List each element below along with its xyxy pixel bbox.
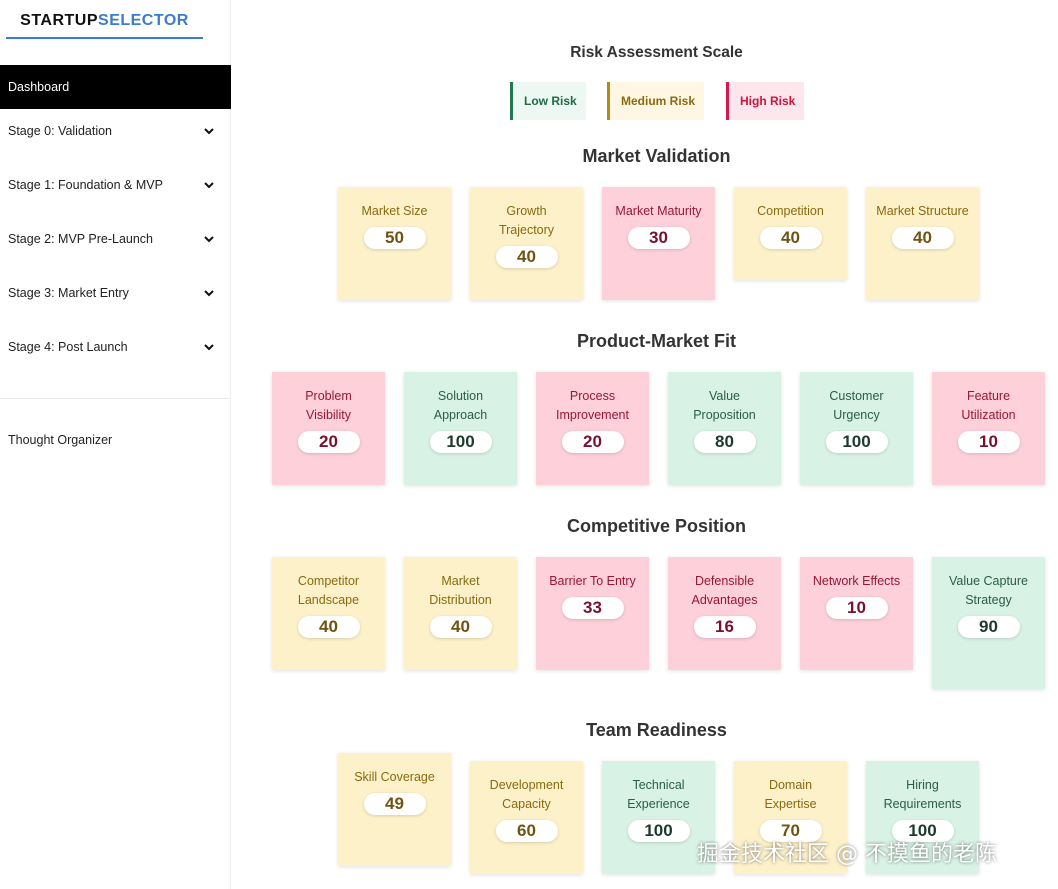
card-label: Market Size bbox=[361, 204, 428, 218]
nav-item-label: Stage 3: Market Entry bbox=[8, 286, 129, 300]
nav-item-stage-4[interactable]: Stage 4: Post Launch bbox=[0, 327, 231, 367]
nav-item-stage-1[interactable]: Stage 1: Foundation & MVP bbox=[0, 165, 231, 205]
score-card-value-proposition[interactable]: Value Proposition 80 bbox=[668, 372, 781, 485]
card-score: 100 bbox=[627, 820, 690, 842]
card-label: Value Capture Strategy bbox=[949, 574, 1028, 607]
section-title: Product-Market Fit bbox=[576, 331, 736, 351]
nav-item-label: Stage 1: Foundation & MVP bbox=[8, 178, 163, 192]
chevron-down-icon bbox=[204, 182, 214, 189]
card-score: 10 bbox=[825, 597, 888, 619]
card-score: 70 bbox=[759, 820, 822, 842]
score-card-market-maturity[interactable]: Market Maturity 30 bbox=[602, 187, 715, 300]
score-card-skill-coverage[interactable]: Skill Coverage 49 bbox=[338, 753, 451, 866]
card-label: Market Maturity bbox=[615, 204, 702, 218]
card-label: Growth Trajectory bbox=[498, 204, 555, 237]
score-card-barrier-to-entry[interactable]: Barrier To Entry 33 bbox=[536, 557, 649, 670]
card-label: Feature Utilization bbox=[961, 389, 1016, 422]
card-score: 40 bbox=[891, 227, 954, 249]
card-label: Process Improvement bbox=[556, 389, 629, 422]
score-card-feature-utilization[interactable]: Feature Utilization 10 bbox=[932, 372, 1045, 485]
card-score: 20 bbox=[297, 431, 360, 453]
card-score: 20 bbox=[561, 431, 624, 453]
score-card-development-capacity[interactable]: Development Capacity 60 bbox=[470, 761, 583, 874]
score-card-value-capture-strategy[interactable]: Value Capture Strategy 90 bbox=[932, 557, 1045, 689]
nav-item-label: Stage 4: Post Launch bbox=[8, 340, 128, 354]
watermark: 掘金技术社区 @ 不摸鱼的老陈 bbox=[697, 842, 997, 867]
score-card-process-improvement[interactable]: Process Improvement 20 bbox=[536, 372, 649, 485]
chevron-down-icon bbox=[204, 344, 214, 351]
card-score: 16 bbox=[693, 616, 756, 638]
score-card-hiring-requirements[interactable]: Hiring Requirements 100 bbox=[866, 761, 979, 874]
dashboard-main: Risk Assessment Scale Low Risk Medium Ri… bbox=[255, 0, 1058, 889]
score-card-problem-visibility[interactable]: Problem Visibility 20 bbox=[272, 372, 385, 485]
card-score: 10 bbox=[957, 431, 1020, 453]
card-label: Market Distribution bbox=[429, 574, 492, 607]
chevron-down-icon bbox=[204, 290, 214, 297]
nav-item-label: Stage 0: Validation bbox=[8, 124, 113, 138]
nav-item-stage-2[interactable]: Stage 2: MVP Pre-Launch bbox=[0, 219, 231, 259]
card-label: Market Structure bbox=[876, 204, 969, 218]
chevron-down-icon bbox=[204, 236, 214, 243]
card-label: Defensible Advantages bbox=[691, 574, 758, 607]
nav-item-label: Stage 2: MVP Pre-Launch bbox=[8, 232, 153, 246]
score-card-competition[interactable]: Competition 40 bbox=[734, 187, 847, 280]
card-label: Network Effects bbox=[812, 574, 901, 588]
card-score: 40 bbox=[495, 246, 558, 268]
card-score: 33 bbox=[561, 597, 624, 619]
logo-part-2: SELECTOR bbox=[98, 12, 189, 29]
card-label: Customer Urgency bbox=[829, 389, 884, 422]
logo-part-1: STARTUP bbox=[20, 12, 99, 29]
card-label: Skill Coverage bbox=[354, 770, 435, 784]
card-label: Hiring Requirements bbox=[883, 778, 962, 811]
card-label: Barrier To Entry bbox=[549, 574, 636, 588]
card-label: Domain Expertise bbox=[764, 778, 817, 811]
low-risk-chip: Low Risk bbox=[510, 82, 586, 120]
risk-scale-title: Risk Assessment Scale bbox=[570, 44, 743, 61]
medium-risk-chip: Medium Risk bbox=[607, 82, 704, 120]
section-title: Competitive Position bbox=[566, 516, 746, 536]
card-label: Development Capacity bbox=[489, 778, 564, 811]
card-label: Competitor Landscape bbox=[297, 574, 360, 607]
sidebar: STARTUPSELECTOR Dashboard Stage 0: Valid… bbox=[0, 0, 231, 889]
score-card-defensible-advantages[interactable]: Defensible Advantages 16 bbox=[668, 557, 781, 670]
score-card-domain-expertise[interactable]: Domain Expertise 70 bbox=[734, 761, 847, 874]
card-score: 49 bbox=[363, 793, 426, 815]
score-card-competitor-landscape[interactable]: Competitor Landscape 40 bbox=[272, 557, 385, 670]
logo[interactable]: STARTUPSELECTOR bbox=[6, 8, 203, 39]
score-card-market-distribution[interactable]: Market Distribution 40 bbox=[404, 557, 517, 670]
score-card-technical-experience[interactable]: Technical Experience 100 bbox=[602, 761, 715, 874]
card-score: 30 bbox=[627, 227, 690, 249]
high-risk-chip: High Risk bbox=[726, 82, 804, 120]
card-score: 100 bbox=[891, 820, 954, 842]
score-card-customer-urgency[interactable]: Customer Urgency 100 bbox=[800, 372, 913, 485]
section-title: Market Validation bbox=[582, 146, 731, 166]
score-card-growth-trajectory[interactable]: Growth Trajectory 40 bbox=[470, 187, 583, 300]
card-label: Problem Visibility bbox=[305, 389, 352, 422]
card-score: 50 bbox=[363, 227, 426, 249]
card-score: 40 bbox=[429, 616, 492, 638]
card-score: 60 bbox=[495, 820, 558, 842]
nav-item-thought-organizer[interactable]: Thought Organizer bbox=[8, 433, 113, 447]
score-card-network-effects[interactable]: Network Effects 10 bbox=[800, 557, 913, 670]
nav-item-stage-0[interactable]: Stage 0: Validation bbox=[0, 111, 231, 151]
chevron-down-icon bbox=[204, 128, 214, 135]
card-score: 80 bbox=[693, 431, 756, 453]
nav-item-dashboard[interactable]: Dashboard bbox=[0, 65, 231, 109]
card-label: Value Proposition bbox=[693, 389, 756, 422]
card-label: Solution Approach bbox=[433, 389, 488, 422]
sidebar-divider bbox=[0, 398, 231, 399]
card-label: Competition bbox=[757, 204, 824, 218]
card-score: 90 bbox=[957, 616, 1020, 638]
section-title: Team Readiness bbox=[586, 720, 727, 740]
score-card-market-size[interactable]: Market Size 50 bbox=[338, 187, 451, 300]
card-score: 100 bbox=[429, 431, 492, 453]
score-card-market-structure[interactable]: Market Structure 40 bbox=[866, 187, 979, 300]
score-card-solution-approach[interactable]: Solution Approach 100 bbox=[404, 372, 517, 485]
card-score: 100 bbox=[825, 431, 888, 453]
nav-item-stage-3[interactable]: Stage 3: Market Entry bbox=[0, 273, 231, 313]
card-score: 40 bbox=[759, 227, 822, 249]
card-score: 40 bbox=[297, 616, 360, 638]
card-label: Technical Experience bbox=[627, 778, 690, 811]
